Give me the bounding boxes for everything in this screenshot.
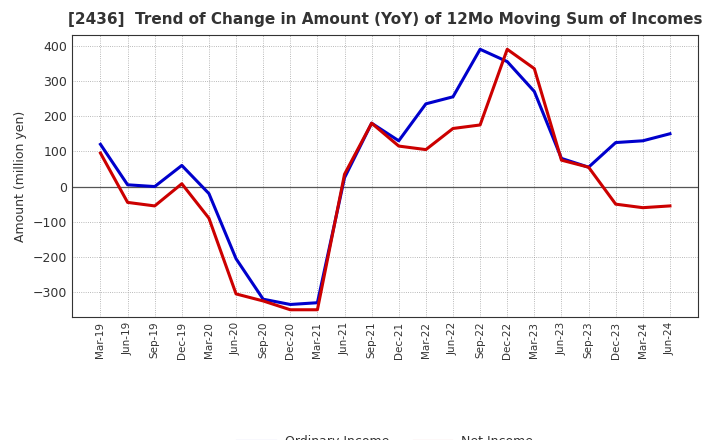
Ordinary Income (150, 184, 159, 189)
Y-axis label: Amount (million yen): Amount (million yen) (14, 110, 27, 242)
Net Income (259, 298, 268, 304)
Ordinary Income (611, 140, 620, 145)
Ordinary Income (557, 156, 566, 161)
Net Income (395, 143, 403, 149)
Ordinary Income (476, 47, 485, 52)
Ordinary Income (204, 191, 213, 196)
Ordinary Income (123, 182, 132, 187)
Net Income (367, 121, 376, 126)
Net Income (557, 158, 566, 163)
Ordinary Income (665, 131, 674, 136)
Net Income (341, 172, 349, 177)
Net Income (150, 203, 159, 209)
Net Income (476, 122, 485, 128)
Net Income (286, 307, 294, 312)
Ordinary Income (395, 138, 403, 143)
Ordinary Income (313, 300, 322, 305)
Net Income (313, 307, 322, 312)
Ordinary Income (530, 89, 539, 94)
Net Income (584, 165, 593, 170)
Net Income (123, 200, 132, 205)
Net Income (178, 181, 186, 187)
Ordinary Income (96, 142, 105, 147)
Ordinary Income (367, 121, 376, 126)
Net Income (611, 202, 620, 207)
Net Income (421, 147, 430, 152)
Net Income (449, 126, 457, 131)
Ordinary Income (232, 256, 240, 261)
Net Income (503, 47, 511, 52)
Legend: Ordinary Income, Net Income: Ordinary Income, Net Income (232, 430, 539, 440)
Net Income (530, 66, 539, 71)
Net Income (639, 205, 647, 210)
Ordinary Income (449, 94, 457, 99)
Net Income (204, 216, 213, 221)
Line: Ordinary Income: Ordinary Income (101, 49, 670, 304)
Net Income (665, 203, 674, 209)
Ordinary Income (503, 59, 511, 64)
Ordinary Income (178, 163, 186, 168)
Line: Net Income: Net Income (101, 49, 670, 310)
Title: [2436]  Trend of Change in Amount (YoY) of 12Mo Moving Sum of Incomes: [2436] Trend of Change in Amount (YoY) o… (68, 12, 703, 27)
Ordinary Income (584, 165, 593, 170)
Net Income (232, 291, 240, 297)
Ordinary Income (259, 297, 268, 302)
Ordinary Income (341, 175, 349, 180)
Ordinary Income (421, 101, 430, 106)
Ordinary Income (639, 138, 647, 143)
Ordinary Income (286, 302, 294, 307)
Net Income (96, 150, 105, 156)
